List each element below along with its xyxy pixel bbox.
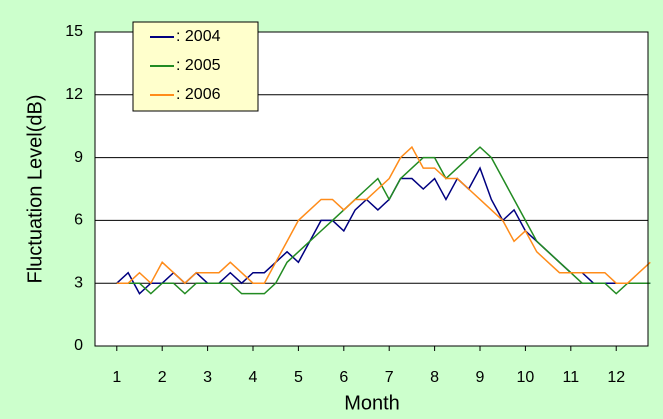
x-tick-label: 9 (476, 369, 485, 386)
legend-label: : 2005 (176, 57, 221, 74)
y-tick-label: 6 (74, 212, 83, 229)
x-tick-label: 3 (203, 369, 212, 386)
y-tick-label: 3 (74, 274, 83, 291)
x-tick-label: 11 (563, 369, 580, 386)
x-tick-label: 2 (158, 369, 167, 386)
legend-label: : 2004 (176, 28, 221, 45)
y-tick-label: 9 (74, 149, 83, 166)
y-tick-label: 0 (74, 337, 83, 354)
series-line (116, 145, 651, 285)
lines (116, 145, 651, 295)
x-tick-label: 6 (339, 369, 348, 386)
x-tick-label: 7 (385, 369, 394, 386)
legend: : 2004 : 2005 : 2006 (132, 21, 259, 112)
x-tick-label: 12 (607, 369, 625, 386)
x-tick-label: 10 (517, 369, 535, 386)
x-tick-label: 1 (112, 369, 121, 386)
x-tick-label: 4 (249, 369, 258, 386)
legend-label: : 2006 (176, 86, 221, 103)
x-tick-label: 5 (294, 369, 303, 386)
y-tick-label: 15 (65, 23, 83, 40)
series-line (116, 146, 651, 295)
x-tick-label: 8 (430, 369, 439, 386)
plot-frame (94, 31, 649, 347)
y-tick-label: 12 (65, 86, 83, 103)
x-axis-label: Month (344, 392, 400, 414)
y-axis-label: Fluctuation Level(dB) (24, 95, 46, 284)
